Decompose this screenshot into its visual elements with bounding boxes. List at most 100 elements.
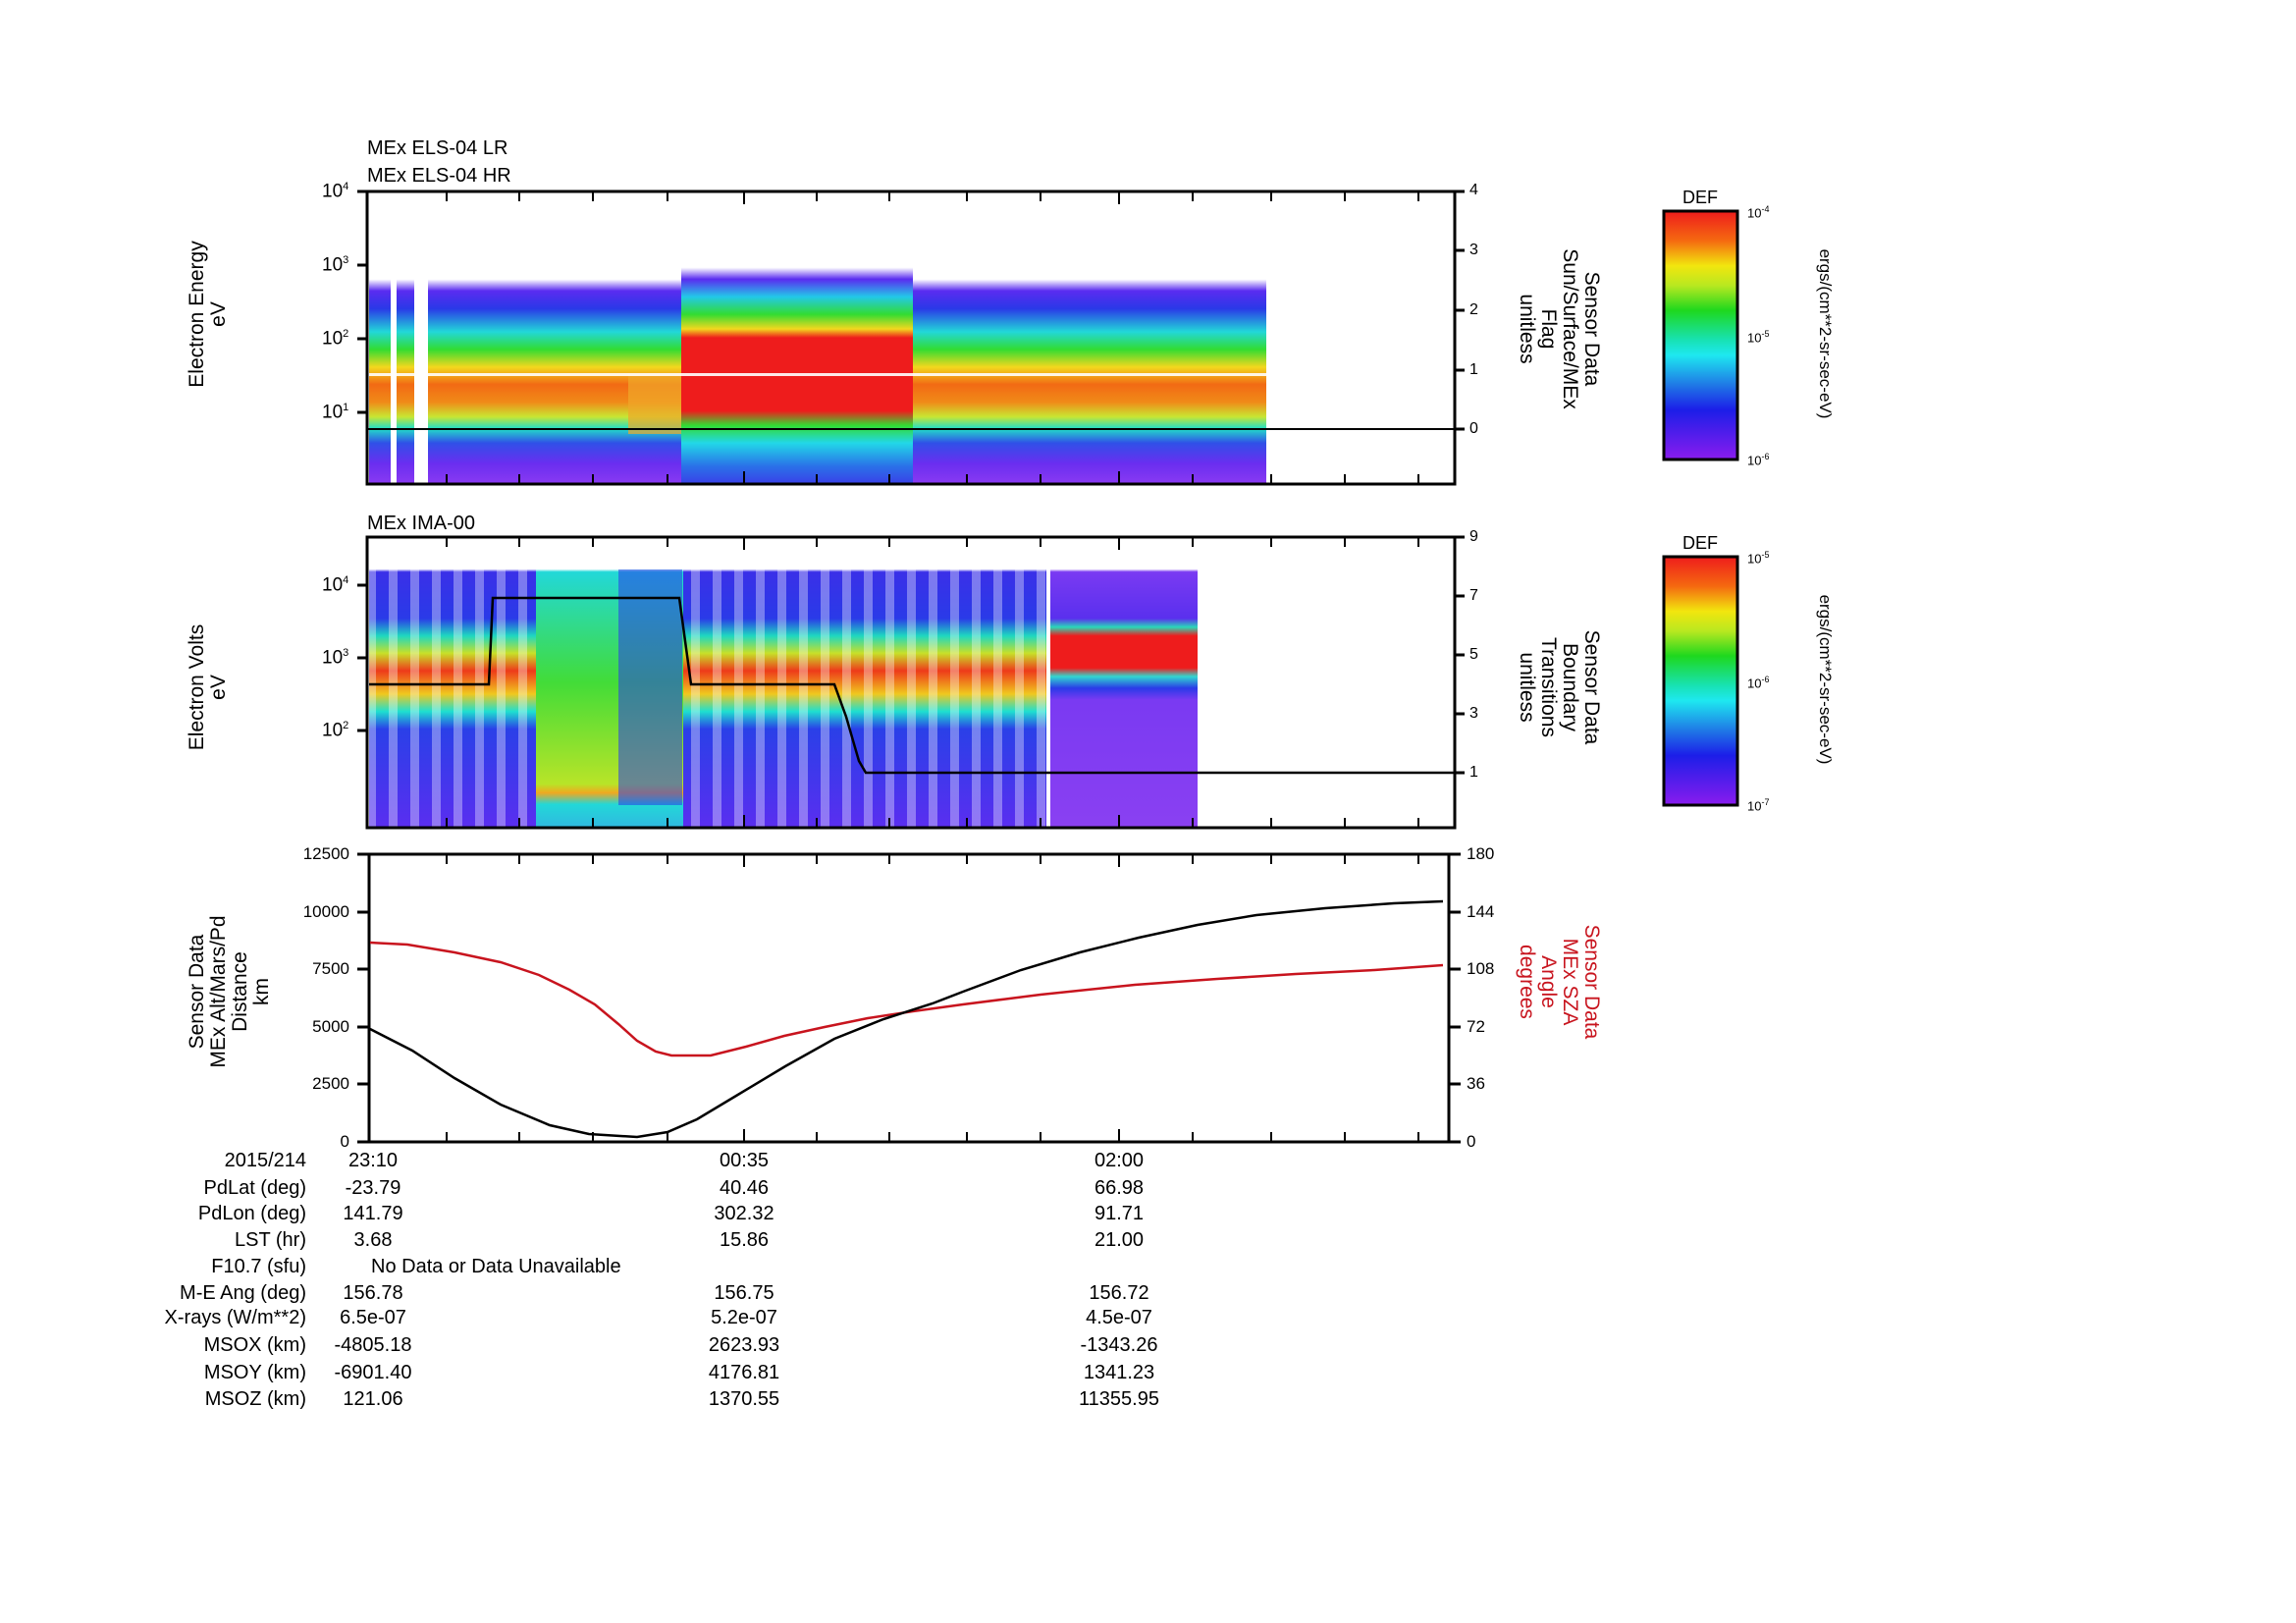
lst-val-2: 15.86 (719, 1229, 770, 1251)
sza-angle-line (369, 941, 1444, 1057)
ima-title: MEx IMA-00 (367, 513, 476, 534)
els-ytick-1e1: 101 (322, 402, 349, 423)
time-col-3: 02:00 (1094, 1150, 1145, 1171)
ima-x-ticks (446, 537, 1419, 828)
els-colorbar-bottom: 10-6 (1747, 452, 1770, 468)
els-y-ticks (357, 189, 1465, 431)
els-colorbar-title: DEF (1682, 188, 1718, 207)
time-col-2: 00:35 (719, 1150, 770, 1171)
pdlat-val-3: 66.98 (1094, 1177, 1145, 1199)
orbit-rtick-180: 180 (1467, 844, 1495, 863)
pdlon-val-2: 302.32 (714, 1203, 774, 1224)
els-title-lr: MEx ELS-04 LR (367, 137, 508, 159)
els-ytick-1e3: 103 (322, 254, 349, 276)
els-ytick-1e2: 102 (322, 328, 349, 350)
xrays-val-2: 5.2e-07 (711, 1307, 777, 1328)
msoz-val-3: 11355.95 (1079, 1388, 1159, 1410)
ima-rtick-7: 7 (1469, 587, 1478, 604)
els-rtick-0: 0 (1469, 420, 1478, 437)
els-left-axis-title: Electron Energy eV (186, 241, 231, 388)
msoy-val-1: -6901.40 (334, 1362, 412, 1383)
lst-val-3: 21.00 (1094, 1229, 1145, 1251)
lst-label: LST (hr) (235, 1229, 306, 1251)
altitude-line (369, 899, 1444, 1139)
me-ang-label: M-E Ang (deg) (180, 1282, 306, 1304)
orbit-y-ticks (357, 852, 1461, 1144)
els-spectrogram-data (369, 191, 391, 484)
ima-ytick-1e3: 103 (322, 647, 349, 669)
f107-note: No Data or Data Unavailable (371, 1256, 621, 1277)
orbit-left-axis-title: Sensor Data MEx Alt/Mars/Pd Distance km (186, 915, 274, 1068)
me-ang-val-2: 156.75 (714, 1282, 774, 1304)
orbit-right-axis-title: Sensor Data MEx SZA Angle degrees (1515, 924, 1603, 1040)
pdlat-label: PdLat (deg) (203, 1177, 306, 1199)
orbit-ytick-2500: 2500 (312, 1074, 349, 1093)
orbit-ytick-0: 0 (340, 1132, 349, 1151)
orbit-line-panel (357, 852, 1461, 1144)
ima-left-axis-title: Electron Volts eV (186, 623, 231, 751)
ima-colorbar-top: 10-5 (1747, 550, 1770, 567)
pdlat-val-2: 40.46 (719, 1177, 770, 1199)
time-col-1: 23:10 (347, 1150, 399, 1171)
els-rtick-2: 2 (1469, 301, 1478, 318)
ima-right-axis-title: Sensor Data Boundary Transitions unitless (1515, 629, 1603, 745)
me-ang-val-1: 156.78 (343, 1282, 403, 1304)
ima-colorbar-mid: 10-6 (1747, 675, 1770, 691)
ima-ytick-1e2: 102 (322, 720, 349, 741)
ima-colorbar-title: DEF (1682, 533, 1718, 553)
els-spectrogram-panel (357, 189, 1465, 486)
ima-rtick-5: 5 (1469, 646, 1478, 663)
els-rtick-3: 3 (1469, 242, 1478, 258)
orbit-x-ticks (446, 854, 1419, 1142)
orbit-ytick-5000: 5000 (312, 1017, 349, 1036)
pdlon-val-3: 91.71 (1094, 1203, 1145, 1224)
f107-label: F10.7 (sfu) (211, 1256, 306, 1277)
xrays-val-3: 4.5e-07 (1086, 1307, 1152, 1328)
lst-val-1: 3.68 (353, 1229, 393, 1251)
els-colorbar-mid: 10-5 (1747, 329, 1770, 346)
ima-rtick-1: 1 (1469, 764, 1478, 781)
ima-colorbar (1662, 555, 1739, 807)
msox-label: MSOX (km) (203, 1334, 306, 1356)
ima-y-ticks (357, 535, 1465, 775)
pdlat-val-1: -23.79 (345, 1177, 401, 1199)
orbit-ytick-12500: 12500 (302, 844, 349, 863)
els-colorbar (1662, 209, 1739, 461)
boundary-transitions-line (369, 596, 1455, 775)
els-rtick-1: 1 (1469, 361, 1478, 378)
els-x-ticks (446, 191, 1419, 484)
orbit-rtick-72: 72 (1467, 1017, 1485, 1036)
orbit-ytick-10000: 10000 (302, 902, 349, 921)
msoz-val-1: 121.06 (343, 1388, 403, 1410)
pdlon-label: PdLon (deg) (197, 1203, 306, 1224)
date-label: 2015/214 (224, 1150, 306, 1171)
els-colorbar-unit: ergs/(cm**2-sr-sec-eV) (1816, 248, 1835, 419)
els-rtick-4: 4 (1469, 182, 1478, 198)
els-ytick-1e4: 104 (322, 181, 349, 202)
orbit-rtick-0: 0 (1467, 1132, 1476, 1151)
ima-colorbar-unit: ergs/(cm**2-sr-sec-eV) (1816, 594, 1835, 765)
xrays-val-1: 6.5e-07 (340, 1307, 406, 1328)
msoy-label: MSOY (km) (203, 1362, 306, 1383)
ima-rtick-9: 9 (1469, 528, 1478, 545)
pdlon-val-1: 141.79 (343, 1203, 403, 1224)
msox-val-3: -1343.26 (1080, 1334, 1158, 1356)
ima-colorbar-bottom: 10-7 (1747, 797, 1770, 814)
msox-val-1: -4805.18 (334, 1334, 412, 1356)
ima-rtick-3: 3 (1469, 705, 1478, 722)
me-ang-val-3: 156.72 (1089, 1282, 1149, 1304)
orbit-rtick-108: 108 (1467, 959, 1495, 978)
orbit-rtick-144: 144 (1467, 902, 1495, 921)
msoy-val-3: 1341.23 (1083, 1362, 1155, 1383)
msoy-val-2: 4176.81 (708, 1362, 780, 1383)
orbit-rtick-36: 36 (1467, 1074, 1485, 1093)
msoz-label: MSOZ (km) (204, 1388, 306, 1410)
xrays-label: X-rays (W/m**2) (164, 1307, 306, 1328)
ima-ytick-1e4: 104 (322, 574, 349, 596)
els-right-axis-title: Sensor Data Sun/Surface/MEx Flag unitless (1515, 248, 1603, 409)
msoz-val-2: 1370.55 (708, 1388, 780, 1410)
els-title-hr: MEx ELS-04 HR (367, 165, 511, 187)
ima-spectrogram-panel (357, 535, 1465, 830)
orbit-ytick-7500: 7500 (312, 959, 349, 978)
